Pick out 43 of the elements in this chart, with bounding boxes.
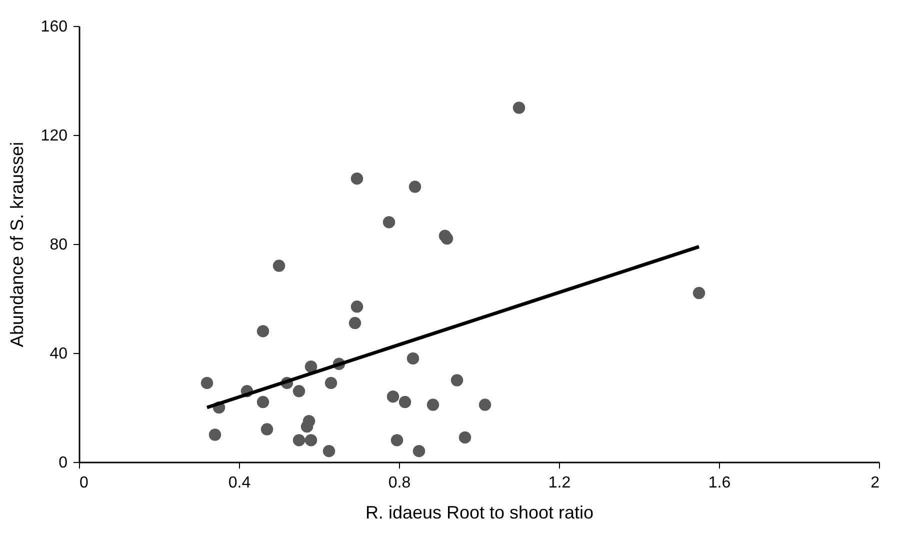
point bbox=[450, 374, 464, 386]
point bbox=[440, 232, 454, 245]
point bbox=[398, 396, 412, 408]
point bbox=[390, 434, 404, 446]
point bbox=[322, 444, 336, 458]
point bbox=[458, 431, 472, 444]
x-axis-title: R. idaeus Root to shoot ratio bbox=[365, 502, 594, 522]
point bbox=[426, 398, 440, 411]
point bbox=[350, 300, 364, 313]
point bbox=[256, 325, 270, 338]
y-tick-label: 120 bbox=[40, 128, 68, 144]
x-tick-label: 1.2 bbox=[548, 474, 571, 492]
point bbox=[272, 260, 286, 272]
point bbox=[348, 316, 362, 330]
point bbox=[292, 385, 306, 398]
point bbox=[208, 428, 222, 441]
point bbox=[350, 172, 364, 185]
point bbox=[512, 102, 526, 114]
point bbox=[304, 360, 318, 373]
point bbox=[200, 376, 214, 390]
point bbox=[292, 434, 306, 446]
point bbox=[324, 376, 338, 390]
point bbox=[256, 396, 270, 408]
x-tick-label: 0.8 bbox=[388, 474, 411, 492]
y-tick-label: 0 bbox=[58, 454, 68, 472]
point bbox=[406, 352, 420, 365]
point bbox=[304, 434, 318, 446]
point bbox=[302, 415, 316, 428]
x-tick-label: 2 bbox=[870, 474, 880, 492]
point bbox=[260, 423, 274, 436]
y-tick-label: 40 bbox=[50, 346, 68, 362]
x-tick-label: 0.4 bbox=[228, 474, 251, 492]
point bbox=[386, 390, 400, 403]
x-tick-label: 0 bbox=[80, 474, 88, 492]
y-tick-label: 80 bbox=[50, 236, 68, 254]
y-tick-label: 160 bbox=[40, 18, 68, 36]
y-axis-title: Abundance of S. kraussei bbox=[6, 142, 27, 348]
point bbox=[692, 286, 706, 300]
point bbox=[408, 180, 422, 193]
point bbox=[382, 216, 396, 228]
point bbox=[478, 398, 492, 411]
point bbox=[412, 444, 426, 458]
x-tick-label: 1.6 bbox=[708, 474, 731, 492]
